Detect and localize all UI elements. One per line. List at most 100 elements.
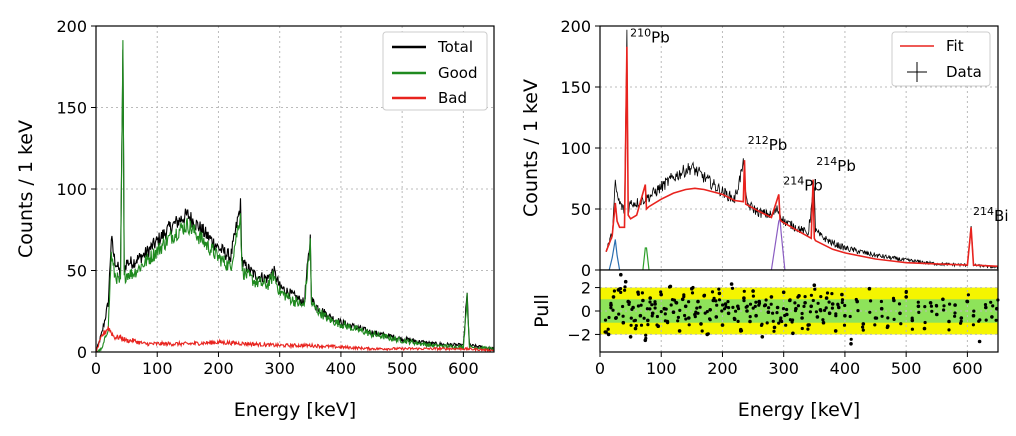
pull-point-104 [977,339,982,344]
peak-annotation-2-isotope-number: 214 [783,174,804,187]
pull-point-0-1 [603,330,607,334]
pull-point-81-1 [840,298,845,302]
peak-annotation-2: 214Pb [783,174,823,194]
pull-point-28-1 [676,315,681,319]
pull-point-29-1 [682,293,686,297]
pull-point-73-1 [816,301,820,305]
pull-point-1-1 [606,327,610,331]
pull-point-75-0 [821,318,825,322]
peak-annotation-4-element: Bi [994,207,1008,225]
peak-annotation-0-isotope-number: 210 [630,27,651,40]
pull-point-82-0 [842,323,847,327]
pull-ticks: 0 100 200 300 400 500 600−202 [567,279,982,378]
peak-annotation-3: 214Pb [816,155,856,175]
pull-ytick-label-0: 0 [581,302,591,321]
left-xtick-label-400: 400 [326,359,357,378]
pull-point-96-1 [929,304,934,308]
right-legend: Fit Data [891,31,991,87]
left-xtick-label-200: 200 [203,359,234,378]
pull-point-71-0 [809,293,814,297]
pull-point-8-0 [623,285,627,289]
pull-point-0-0 [603,318,608,322]
pull-point-49-1 [742,299,746,303]
pull-point-16-1 [644,333,648,337]
pull-point-83-1 [848,314,852,319]
pull-point-65-1 [790,320,794,324]
pull-point-100 [953,303,957,307]
pull-point-58 [769,295,774,299]
pull-point-103-0 [972,309,976,313]
pull-point-37-1 [705,310,709,314]
pull-point-76-0 [825,291,830,295]
pull-point-23-1 [663,312,667,316]
pull-point-73-0 [814,310,819,314]
pull-point-7 [621,320,626,325]
pull-point-57-0 [767,306,771,310]
pull-point-48-1 [739,329,743,333]
pull-xtick-label-500: 500 [891,359,922,378]
pull-point-63-0 [785,307,789,312]
pull-point-21-1 [655,323,659,327]
pull-point-63 [785,312,789,317]
pull-point-67-1 [796,304,801,308]
peak-annotation-4-isotope-number: 214 [973,205,994,218]
pull-point-41-0 [717,298,722,302]
left-ticks: 0 100 200 300 400 500 600 0 50 100 150 200 [56,17,478,378]
pull-point-95-1 [923,320,927,325]
pull-point-90-1 [892,317,896,321]
peak-annotation-1-isotope-number: 212 [748,134,769,147]
pull-point-101 [959,316,964,320]
pull-point-51-0 [748,302,753,306]
pull-point-38-1 [708,318,712,322]
pull-point-6 [619,272,623,277]
pull-point-91-0 [899,322,903,326]
pull-xtick-label-200: 200 [707,359,738,378]
pull-point-91-1 [897,302,902,306]
pull-point-86 [867,286,872,291]
pull-point-3 [611,295,616,299]
pull-point-68 [800,316,804,320]
pull-point-81 [840,292,844,297]
legend-label-bad: Bad [438,89,467,107]
pull-point-49-0 [742,289,746,293]
pull-point-24-0 [664,307,668,311]
pull-point-21-0 [655,314,660,319]
peak-annotation-3-isotope-number: 214 [816,155,837,168]
pull-point-104-1 [978,318,982,322]
pull-point-49 [742,296,746,300]
pull-point-40-1 [714,299,718,303]
pull-point-20-1 [653,306,657,310]
pull-point-86-0 [868,310,872,314]
pull-point-17-1 [646,323,650,327]
pull-point-1 [606,332,611,337]
pull-point-13-0 [636,292,641,296]
pull-point-85-1 [861,325,865,329]
pull-point-40 [714,315,719,319]
pull-point-96 [928,301,933,305]
pull-point-47-0 [736,307,741,311]
pull-point-59-1 [771,319,775,323]
pull-point-98-1 [942,308,946,312]
pull-point-30-0 [683,313,687,318]
peak-annotation-2-element: Pb [804,176,823,194]
pull-point-14 [638,313,643,318]
pull-point-38 [708,308,712,312]
pull-ytick-label--2: −2 [567,325,591,344]
legend-label-good: Good [438,64,478,82]
pull-point-26 [671,310,676,315]
pull-xtick-label-600: 600 [952,359,983,378]
pull-point-76-1 [824,306,828,310]
pull-point-55-1 [759,323,764,327]
pull-point-93-1 [910,316,914,320]
pull-point-41 [717,291,722,296]
pull-point-20-0 [653,300,657,304]
right-component-blue [608,239,621,271]
pull-point-42 [720,323,725,327]
pull-point-29 [680,297,685,302]
pull-point-74-1 [819,295,823,299]
pull-point-44-1 [726,300,730,304]
left-series-bad [95,326,495,353]
right-series-fit [605,46,999,268]
